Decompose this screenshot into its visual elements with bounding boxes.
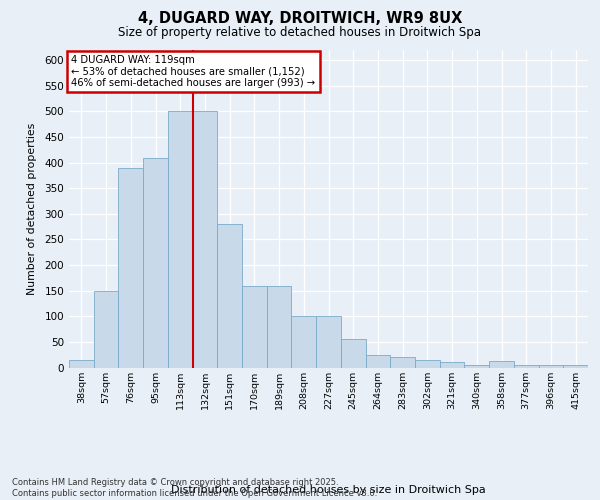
Bar <box>217 224 242 368</box>
Bar <box>267 286 292 368</box>
Bar <box>316 316 341 368</box>
Bar <box>292 316 316 368</box>
Bar <box>440 362 464 368</box>
Bar <box>193 112 217 368</box>
Bar <box>464 365 489 368</box>
Bar <box>94 290 118 368</box>
Bar <box>143 158 168 368</box>
Text: 4, DUGARD WAY, DROITWICH, WR9 8UX: 4, DUGARD WAY, DROITWICH, WR9 8UX <box>138 11 462 26</box>
Bar <box>539 365 563 368</box>
Text: Size of property relative to detached houses in Droitwich Spa: Size of property relative to detached ho… <box>119 26 482 39</box>
Bar <box>242 286 267 368</box>
Bar <box>489 362 514 368</box>
Bar <box>168 112 193 368</box>
Bar <box>69 360 94 368</box>
Text: 4 DUGARD WAY: 119sqm
← 53% of detached houses are smaller (1,152)
46% of semi-de: 4 DUGARD WAY: 119sqm ← 53% of detached h… <box>71 55 316 88</box>
Y-axis label: Number of detached properties: Number of detached properties <box>28 122 37 295</box>
Bar <box>415 360 440 368</box>
Bar <box>365 354 390 368</box>
Text: Contains HM Land Registry data © Crown copyright and database right 2025.
Contai: Contains HM Land Registry data © Crown c… <box>12 478 377 498</box>
Bar <box>563 365 588 368</box>
Bar <box>341 340 365 367</box>
Bar <box>118 168 143 368</box>
X-axis label: Distribution of detached houses by size in Droitwich Spa: Distribution of detached houses by size … <box>171 485 486 495</box>
Bar <box>390 358 415 368</box>
Bar <box>514 365 539 368</box>
